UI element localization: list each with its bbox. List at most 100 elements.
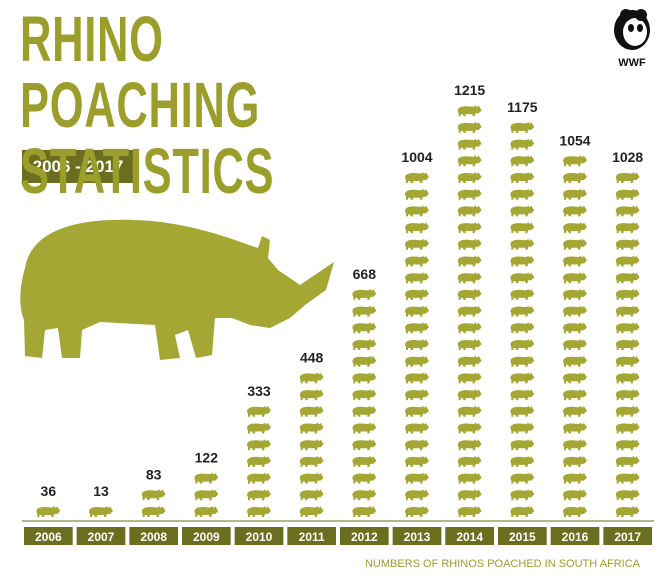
rhino-icon [563,222,587,234]
pictogram-column [457,105,482,517]
rhino-icon [405,506,429,517]
pictogram-column [299,372,324,517]
rhino-icon [299,472,324,484]
x-tick-label: 2008 [140,530,167,544]
rhino-icon [194,472,219,484]
rhino-icon [352,472,377,484]
x-tick-box [76,527,126,545]
value-label: 13 [93,483,109,499]
rhino-icon [563,389,587,401]
logo-text: WWF [618,57,646,69]
rhino-icon [352,439,377,451]
rhino-icon [510,222,535,234]
pictogram-column [247,405,271,517]
x-tick-label: 2015 [509,530,536,544]
rhino-icon [457,305,482,317]
rhino-icon [563,355,587,367]
rhino-icon [510,305,535,317]
rhino-icon [563,255,587,267]
rhino-icon [141,506,166,517]
rhino-icon [457,439,482,451]
rhino-icon [510,355,535,367]
rhino-icon [510,138,535,150]
rhino-icon [615,305,640,317]
rhino-icon [510,489,535,501]
rhino-icon [563,489,587,501]
value-label: 122 [195,450,219,466]
rhino-icon [247,439,271,451]
rhino-icon [510,455,535,467]
rhino-icon [457,238,482,250]
rhino-icon [457,405,482,417]
chart-title: RHINO POACHING STATISTICS [20,3,275,207]
rhino-icon [405,188,429,200]
rhino-icon [615,339,640,350]
rhino-icon [563,205,587,217]
rhino-icon [457,188,482,200]
x-tick-label: 2006 [35,530,62,544]
rhino-icon [457,455,482,467]
x-tick-box [550,527,600,545]
rhino-icon [615,455,640,467]
pictogram-column [89,506,113,517]
rhino-icon [457,288,482,300]
rhino-icon [352,322,377,334]
rhino-icon [352,422,377,434]
value-label: 1004 [401,149,432,165]
rhino-icon [510,339,535,350]
value-label: 1054 [559,132,590,148]
rhino-icon [510,439,535,451]
rhino-icon [563,172,587,183]
rhino-icon [89,506,113,517]
rhino-icon [247,506,271,517]
rhino-icon [141,489,166,501]
pictogram-column [36,506,61,517]
rhino-icon [405,222,429,234]
rhino-icon [247,405,271,417]
pictogram-column [141,489,166,517]
rhino-icon [405,422,429,434]
value-label: 83 [146,466,162,482]
rhino-icon [457,489,482,501]
rhino-icon [299,506,324,517]
rhino-icon [405,288,429,300]
rhino-icon [405,272,429,284]
x-tick-label: 2013 [404,530,431,544]
rhino-icon [352,372,377,384]
rhino-icon [615,255,640,267]
x-tick-box [498,527,547,545]
rhino-icon [405,238,429,250]
rhino-icon [405,405,429,417]
rhino-icon [615,238,640,250]
rhino-icon [510,172,535,183]
rhino-icon [563,472,587,484]
rhino-icon [457,422,482,434]
rhino-icon [615,506,640,517]
rhino-icon [615,472,640,484]
rhino-icon [615,405,640,417]
rhino-icon [563,339,587,350]
rhino-icon [36,506,61,517]
rhino-icon [510,472,535,484]
rhino-icon [457,272,482,284]
x-tick-box [182,527,231,545]
rhino-icon [352,355,377,367]
pictogram-column [510,121,535,517]
rhino-icon [299,389,324,401]
x-tick-label: 2012 [351,530,378,544]
rhino-icon [457,105,482,117]
rhino-icon [510,121,535,133]
rhino-icon [615,272,640,284]
x-tick-box [129,527,178,545]
rhino-icon [352,339,377,350]
rhino-icon [563,422,587,434]
rhino-icon [615,439,640,451]
x-tick-label: 2007 [88,530,115,544]
rhino-icon [563,288,587,300]
rhino-icon [510,255,535,267]
rhino-icon [615,372,640,384]
rhino-icon [299,455,324,467]
rhino-icon [510,272,535,284]
